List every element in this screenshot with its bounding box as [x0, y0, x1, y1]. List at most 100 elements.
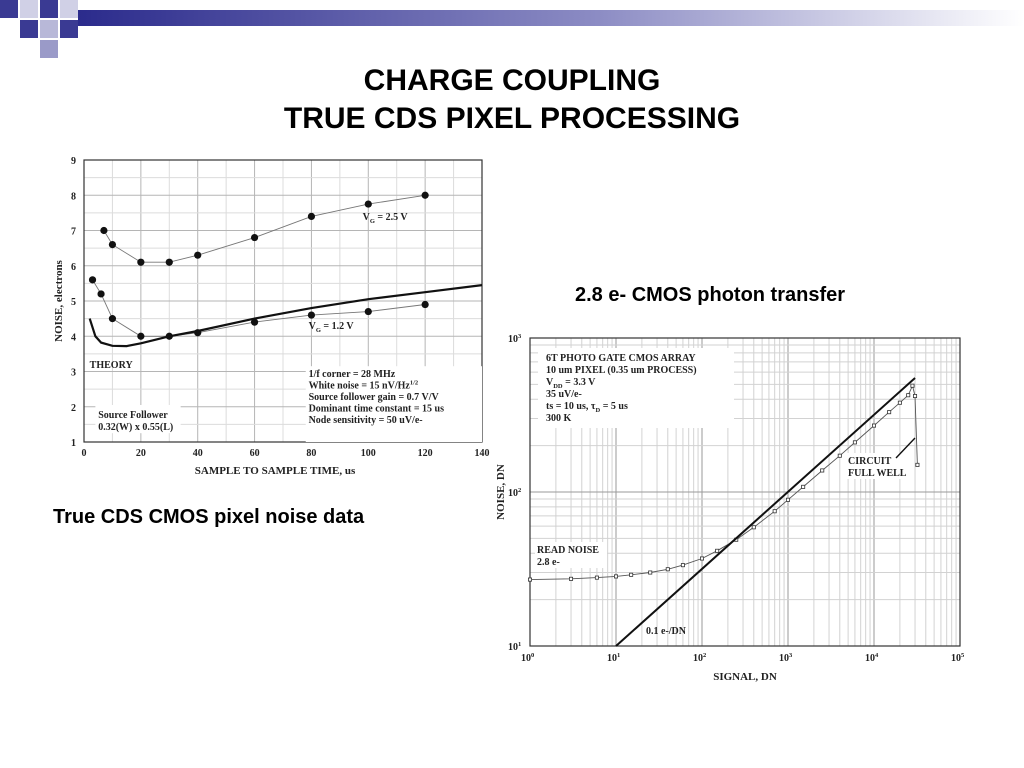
header-band — [78, 10, 1024, 26]
legend-line-ts-rest: = 5 us — [600, 401, 628, 412]
data-point — [421, 191, 429, 199]
series-label-vg12: VG = 1.2 V — [309, 321, 355, 334]
read-noise-label: READ NOISE — [537, 545, 599, 556]
legend-box — [538, 348, 734, 428]
data-point — [852, 440, 857, 445]
data-point — [801, 484, 806, 489]
left-series — [88, 191, 483, 348]
data-point — [820, 468, 825, 473]
data-point — [665, 567, 670, 572]
y-tick-label-main: 10 — [508, 642, 518, 653]
x-tick-label: 105 — [951, 652, 965, 664]
title-line-1: CHARGE COUPLING — [363, 64, 661, 97]
data-point — [629, 572, 634, 577]
deco-square — [40, 40, 58, 58]
y-tick-label-sub: 2 — [518, 487, 521, 494]
legend-line: 35 uV/e- — [546, 389, 582, 400]
full-well-label: CIRCUIT — [848, 456, 892, 467]
deco-square — [20, 20, 38, 38]
x-tick-label: 100 — [361, 448, 376, 459]
x-tick-label-sub: 3 — [789, 652, 793, 659]
legend-line-vdd: VDD = 3.3 V — [546, 377, 596, 390]
data-point — [250, 233, 259, 242]
data-point — [364, 307, 372, 316]
legend-line-ts-sub: D — [595, 407, 600, 414]
data-point — [700, 556, 705, 561]
legend-line: 10 um PIXEL (0.35 um PROCESS) — [546, 365, 697, 376]
legend-line-ts-main: ts = 10 us, τ — [546, 401, 596, 412]
x-tick-label: 120 — [418, 448, 433, 459]
legend-line: 6T PHOTO GATE CMOS ARRAY — [546, 353, 696, 364]
y-tick-label: 5 — [71, 297, 76, 308]
data-point — [528, 577, 533, 582]
y-axis-label: NOISE, electrons — [53, 259, 65, 341]
x-tick-label-main: 10 — [607, 653, 617, 664]
data-point — [786, 497, 791, 502]
right-series — [528, 377, 920, 647]
deco-square — [60, 20, 78, 38]
x-tick-label-sub: 5 — [961, 652, 965, 659]
deco-square — [0, 0, 18, 18]
series-line — [88, 284, 483, 348]
y-tick-label: 102 — [508, 487, 521, 499]
data-point — [88, 276, 97, 284]
y-tick-label: 4 — [71, 332, 76, 343]
x-tick-label: 140 — [475, 448, 490, 459]
x-tick-label-main: 10 — [951, 653, 961, 664]
param-line: Node sensitivity = 50 uV/e- — [309, 415, 423, 426]
data-point — [569, 576, 574, 581]
data-point — [137, 258, 145, 266]
source-follower-box — [95, 404, 181, 434]
data-point — [915, 462, 920, 467]
x-tick-label: 0 — [82, 448, 87, 459]
y-tick-label: 9 — [71, 156, 76, 167]
data-point — [751, 525, 756, 530]
series-label-vg12-sub: G — [316, 327, 321, 334]
data-point — [194, 251, 202, 259]
legend-line: 300 K — [546, 413, 572, 424]
y-tick-label: 2 — [71, 403, 76, 414]
left-plot-frame — [83, 159, 483, 443]
theory-label: THEORY — [90, 360, 134, 371]
header-decoration — [0, 0, 1024, 58]
data-point — [108, 315, 117, 323]
data-point — [680, 563, 685, 568]
y-tick-label-sub: 1 — [518, 641, 521, 648]
x-tick-label: 102 — [693, 652, 706, 664]
data-point — [913, 394, 918, 399]
deco-square — [40, 20, 58, 38]
data-point — [108, 241, 117, 249]
read-noise-value: 2.8 e- — [537, 557, 560, 568]
slope-label: 0.1 e-/DN — [646, 626, 687, 637]
x-tick-label: 100 — [521, 652, 534, 664]
read-noise-box — [535, 542, 607, 568]
data-point — [897, 400, 902, 405]
x-tick-label-main: 10 — [521, 653, 531, 664]
x-tick-label: 20 — [136, 448, 146, 459]
x-tick-label-sub: 1 — [617, 652, 620, 659]
x-tick-label: 101 — [607, 652, 620, 664]
series-label-vg12-rest: = 1.2 V — [321, 321, 355, 332]
legend-line-vdd-sub: DD — [553, 383, 563, 390]
x-tick-label-main: 10 — [779, 653, 789, 664]
right-caption: 2.8 e- CMOS photon transfer — [575, 284, 846, 306]
data-point — [910, 383, 915, 388]
data-point — [364, 200, 372, 208]
data-point — [872, 423, 877, 428]
data-point — [97, 290, 105, 298]
series-label-vg25-rest: = 2.5 V — [375, 212, 409, 223]
data-point — [165, 258, 173, 266]
data-point — [100, 226, 108, 235]
x-axis-label: SAMPLE TO SAMPLE TIME, us — [195, 465, 356, 477]
x-tick-label-sub: 4 — [875, 652, 879, 659]
x-tick-label-main: 10 — [693, 653, 703, 664]
title-line-2: TRUE CDS PIXEL PROCESSING — [283, 102, 741, 135]
series-label-vg12-main: V — [309, 321, 317, 332]
full-well-box — [846, 453, 914, 479]
data-point — [648, 570, 653, 575]
y-tick-label-main: 10 — [508, 488, 518, 499]
